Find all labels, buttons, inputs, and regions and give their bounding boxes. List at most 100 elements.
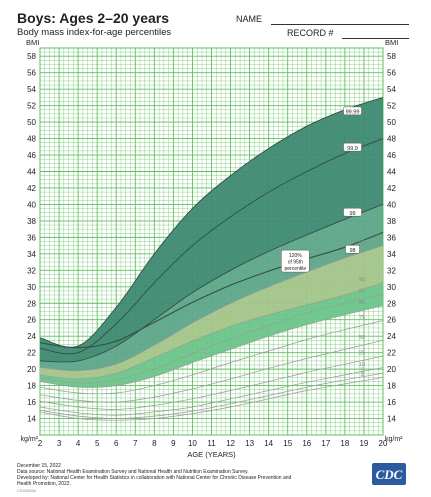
curve-label: 98 [349, 248, 355, 254]
x-axis-label: AGE (YEARS) [187, 450, 236, 459]
y-tick-label: 18 [387, 382, 396, 391]
y-tick-label: 14 [27, 415, 36, 424]
y-tick-label: 52 [387, 102, 396, 111]
curve-label: 75 [359, 315, 365, 321]
x-tick-label: 16 [302, 439, 311, 448]
band-85-95 [40, 282, 383, 388]
y-tick-label: 16 [387, 398, 396, 407]
record-label: RECORD # [287, 28, 334, 38]
label-120-line: of 95th [288, 260, 304, 266]
y-tick-label: 56 [387, 69, 396, 78]
y-tick-label: 28 [27, 299, 36, 308]
x-tick-label: 13 [245, 439, 254, 448]
y-tick-label: 16 [27, 398, 36, 407]
curve-p99 [39, 203, 384, 363]
curve-p10 [39, 367, 384, 416]
x-tick-label: 14 [264, 439, 273, 448]
x-tick-label: 4 [76, 439, 81, 448]
y-tick-label: 38 [387, 217, 396, 226]
y-tick-label: 48 [27, 135, 36, 144]
y-unit-label: kg/m² [385, 436, 403, 443]
band-99-99.99 [40, 97, 383, 363]
curve-label: 10 [359, 362, 365, 368]
y-tick-label: 36 [27, 233, 36, 242]
y-tick-label: 40 [27, 200, 36, 209]
curve-label: 5 [361, 368, 364, 374]
y-tick-label: 56 [27, 69, 36, 78]
curve-label: 3 [361, 372, 364, 378]
y-tick-label: 28 [387, 299, 396, 308]
curve-label: 90 [359, 289, 365, 295]
footer-date: December 15, 2022 [17, 463, 61, 469]
y-unit-label: kg/m² [21, 436, 39, 443]
curve-p25 [39, 355, 384, 410]
x-tick-label: 15 [283, 439, 292, 448]
curve-p85 [39, 305, 384, 388]
y-tick-label: 52 [27, 102, 36, 111]
y-tick-label: 14 [387, 415, 396, 424]
curve-p90 [39, 293, 384, 384]
band-95-97 [40, 245, 383, 380]
curve-p5 [39, 372, 384, 419]
x-tick-label: 3 [57, 439, 62, 448]
cdc-logo: CDC [372, 463, 406, 485]
curve-label: 95 [359, 277, 365, 283]
footer-code: CS330054 [17, 488, 36, 493]
y-tick-label: 18 [27, 382, 36, 391]
y-tick-label: 42 [387, 184, 396, 193]
band-97-99 [40, 204, 383, 371]
y-axis-label: BMI [385, 38, 398, 47]
y-tick-label: 42 [27, 184, 36, 193]
y-tick-label: 38 [27, 217, 36, 226]
y-tick-label: 34 [387, 250, 396, 259]
x-tick-label: 9 [171, 439, 176, 448]
y-tick-label: 24 [387, 332, 396, 341]
label-120-line: percentile [285, 266, 307, 272]
curve-label-box [343, 142, 362, 152]
x-tick-label: 10 [188, 439, 197, 448]
x-tick-label: 12 [226, 439, 235, 448]
svg-text:CDC: CDC [376, 467, 403, 482]
curve-label: 25 [359, 350, 365, 356]
y-tick-label: 32 [387, 266, 396, 275]
curve-p99-99 [39, 96, 384, 348]
y-tick-label: 48 [387, 135, 396, 144]
x-tick-label: 2 [38, 439, 43, 448]
chart-subtitle: Body mass index-for-age percentiles [17, 27, 172, 38]
y-axis-label: BMI [26, 38, 39, 47]
y-tick-label: 44 [387, 168, 396, 177]
footer-source: Data source: National Health Examination… [17, 469, 249, 475]
curve-label: 50 [359, 335, 365, 341]
x-tick-label: 11 [207, 439, 216, 448]
y-tick-label: 20 [387, 365, 396, 374]
curve-label: 99 [349, 211, 355, 217]
curve-p3 [39, 377, 384, 421]
y-tick-label: 58 [27, 52, 36, 61]
y-tick-label: 22 [387, 349, 396, 358]
curve-label: 99.99 [346, 110, 360, 116]
footer-developer: Developed by: National Center for Health… [17, 475, 292, 481]
label-120-line: 120% [289, 253, 302, 259]
x-tick-label: 6 [114, 439, 119, 448]
curve-p99-9 [39, 138, 384, 355]
y-tick-label: 54 [387, 85, 396, 94]
chart-title: Boys: Ages 2–20 years [17, 10, 170, 26]
x-tick-label: 20 [379, 439, 388, 448]
x-tick-label: 18 [340, 439, 349, 448]
y-tick-label: 30 [387, 283, 396, 292]
y-tick-label: 50 [387, 118, 396, 127]
curve-label: 99.9 [347, 146, 358, 152]
name-label: NAME [236, 14, 263, 24]
curve-label-box [345, 244, 360, 254]
x-tick-label: 17 [321, 439, 330, 448]
y-tick-label: 32 [27, 266, 36, 275]
y-tick-label: 36 [387, 233, 396, 242]
curve-p50 [39, 339, 384, 403]
x-tick-label: 7 [133, 439, 138, 448]
y-tick-label: 54 [27, 85, 36, 94]
record-field-line[interactable] [342, 38, 409, 39]
y-tick-label: 46 [387, 151, 396, 160]
y-tick-label: 26 [27, 316, 36, 325]
name-field-line[interactable] [271, 24, 409, 25]
